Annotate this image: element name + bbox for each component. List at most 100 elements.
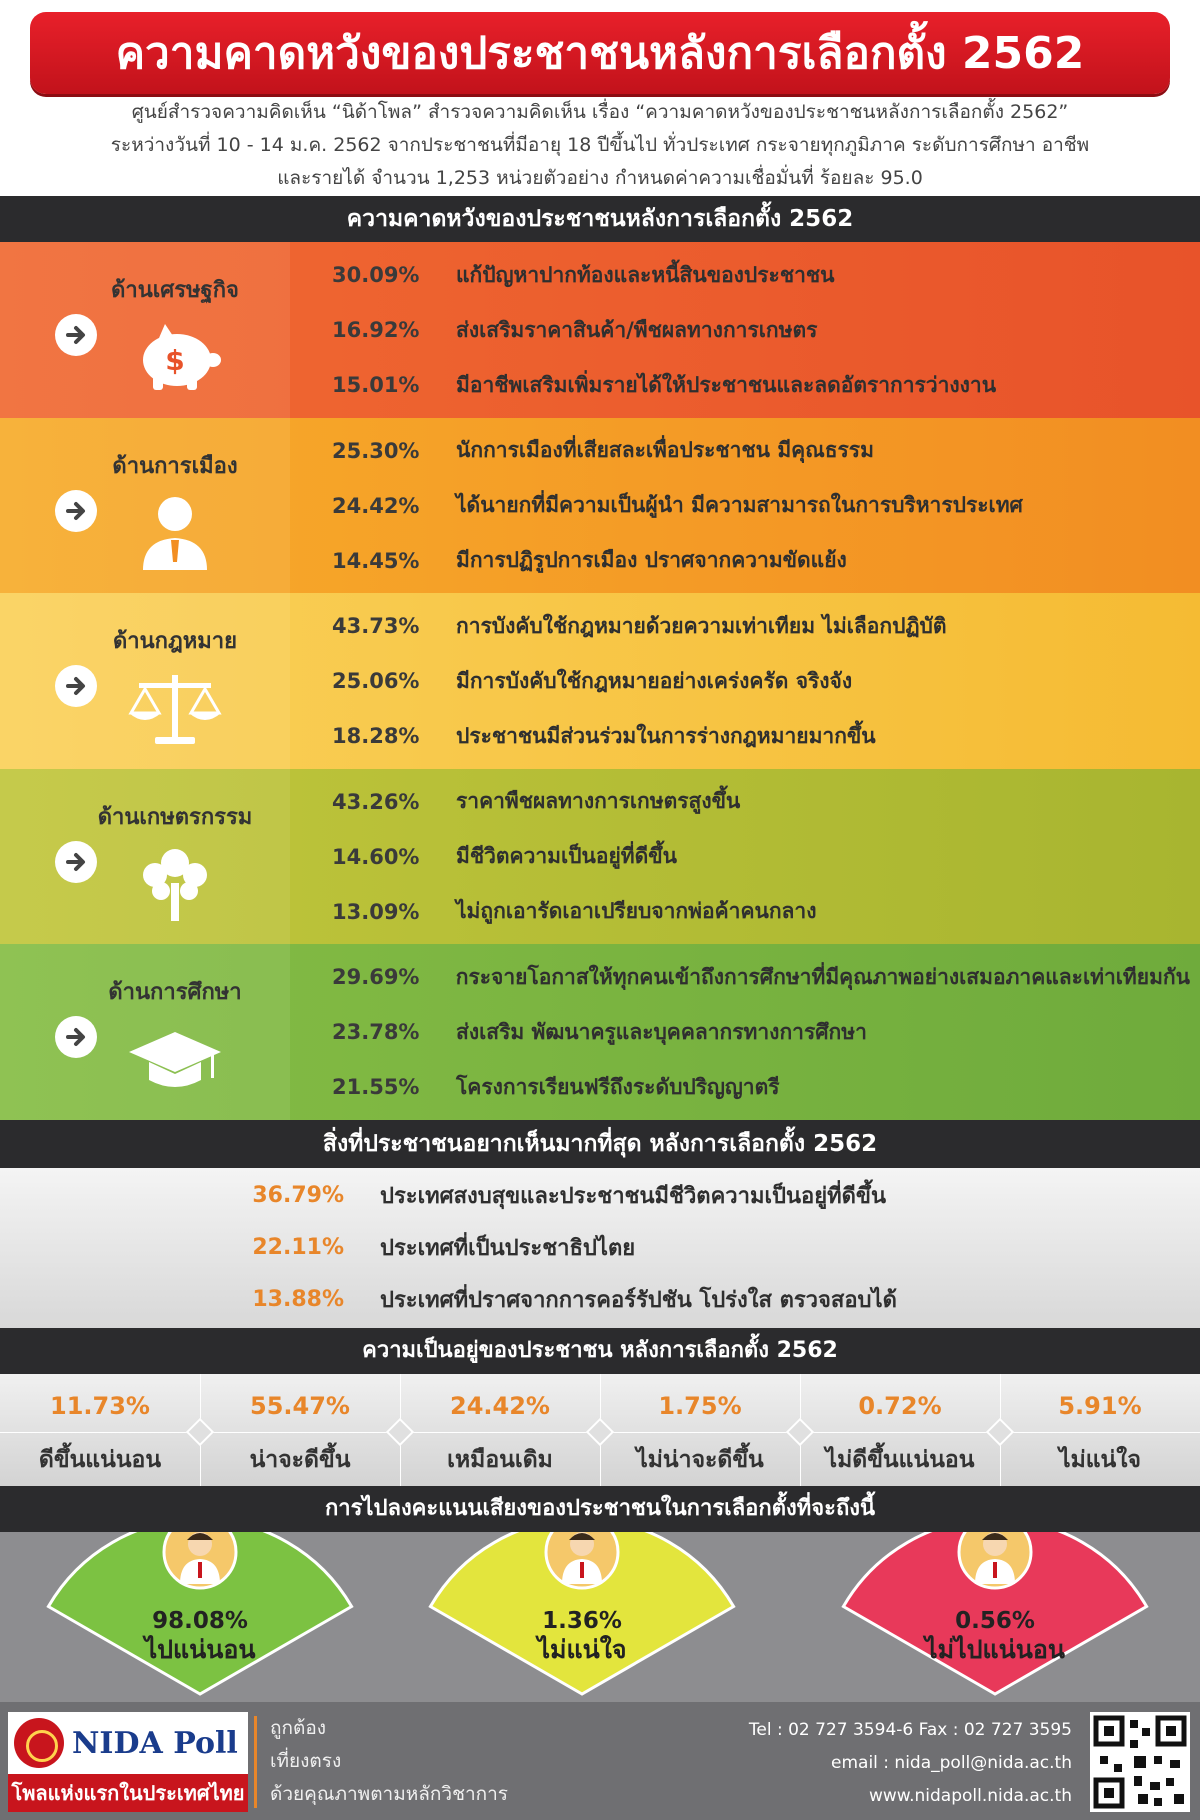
category-item-row: 43.26% ราคาพืชผลทางการเกษตรสูงขึ้น (290, 775, 1190, 829)
section-bar-voting: การไปลงคะแนนเสียงของประชาชนในการเลือกตั้… (0, 1486, 1200, 1532)
slogan-divider (254, 1716, 257, 1808)
wellbeing-label: ไม่น่าจะดีขึ้น (636, 1447, 764, 1473)
item-percent: 43.73% (332, 614, 420, 639)
person-hair (187, 1533, 213, 1540)
category-label: ด้านการศึกษา (108, 980, 242, 1006)
wellbeing-table: 11.73% ดีขึ้นแน่นอน 55.47% น่าจะดีขึ้น 24.42… (0, 1374, 1200, 1486)
category-band-education: ด้านการศึกษา 29.69% กระจายโอกาสให้ทุกคนเข้… (0, 944, 1200, 1121)
item-text: ไม่ถูกเอารัดเอาเปรียบจากพ่อค้าคนกลาง (456, 899, 817, 924)
item-percent: 25.06% (332, 669, 420, 694)
vote-wedge-unsure: 1.36%ไม่แน่ใจ (428, 1514, 736, 1696)
item-percent: 13.09% (332, 899, 420, 924)
item-text: มีอาชีพเสริมเพิ่มรายได้ให้ประชาชนและลดอั… (456, 372, 997, 397)
vote-wedge-no: 0.56%ไม่ไปแน่นอน (841, 1514, 1149, 1696)
vote-label: ไปแน่นอน (142, 1634, 256, 1664)
voting-chart: 98.08% ไปแน่นอน 1.36% ไม่แน่ใจ 0.56% ไม่ไปแน่… (0, 1514, 1200, 1702)
section-bar-most-wanted: สิ่งที่ประชาชนอยากเห็นมากที่สุด หลังการเ… (0, 1120, 1200, 1168)
person-hair (982, 1533, 1008, 1540)
qr-code-graphic (1093, 1715, 1187, 1809)
category-item-row: 23.78% ส่งเสริม พัฒนาครูและบุคคลากรทางการ… (290, 1005, 1190, 1059)
vote-label: ไม่ไปแน่นอน (922, 1634, 1065, 1664)
wellbeing-percent: 24.42% (450, 1392, 550, 1420)
wellbeing-label: ดีขึ้นแน่นอน (38, 1447, 162, 1473)
item-percent: 16.92% (332, 318, 420, 342)
category-label: ด้านกฎหมาย (112, 629, 238, 655)
category-band-agriculture: ด้านเกษตรกรรม 43.26% ราคาพืชผลทางการเกษตรส… (0, 768, 1200, 945)
wellbeing-percent: 1.75% (658, 1392, 742, 1420)
item-text: ได้นายกที่มีความเป็นผู้นำ มีความสามารถใน… (456, 493, 1023, 518)
graduation-cap-icon (125, 1018, 225, 1098)
vote-label: ไม่แน่ใจ (534, 1634, 626, 1664)
category-item-row: 18.28% ประชาชนมีส่วนร่วมในการร่างกฎหมายมา… (290, 709, 1190, 763)
contact-info: Tel : 02 727 3594-6 Fax : 02 727 3595 em… (749, 1714, 1072, 1813)
item-text: ส่งเสริมราคาสินค้า/พืชผลทางการเกษตร (456, 317, 818, 342)
arrow-right-icon (55, 314, 97, 356)
category-item-row: 29.69% กระจายโอกาสให้ทุกคนเข้าถึงการศึกษา… (290, 950, 1190, 1004)
item-percent: 24.42% (332, 493, 420, 518)
intro-line: และรายได้ จำนวน 1,253 หน่วยตัวอย่าง กำหน… (277, 167, 923, 189)
category-item-row: 30.09% แก้ปัญหาปากท้องและหนี้สินของประชาช… (290, 248, 1190, 302)
vote-percent: 1.36% (542, 1608, 622, 1634)
slogan-line: เที่ยงตรง (270, 1750, 342, 1772)
politician-icon (125, 492, 225, 572)
item-percent: 25.30% (332, 438, 420, 463)
wellbeing-cell: 1.75% ไม่น่าจะดีขึ้น (600, 1374, 800, 1486)
category-header (0, 768, 290, 945)
section-bar-expectations: ความคาดหวังของประชาชนหลังการเลือกตั้ง 25… (0, 196, 1200, 242)
person-hair (569, 1533, 595, 1540)
wanted-text: ประเทศสงบสุขและประชาชนมีชีวิตความเป็นอยู… (380, 1183, 887, 1209)
qr-code-icon[interactable] (1090, 1712, 1190, 1812)
vote-percent: 0.56% (955, 1608, 1035, 1634)
person-tie (198, 1562, 202, 1578)
contact-email[interactable]: email : nida_poll@nida.ac.th (831, 1753, 1072, 1773)
wellbeing-percent: 0.72% (858, 1392, 942, 1420)
svg-text:$: $ (165, 344, 184, 377)
contact-website[interactable]: www.nidapoll.nida.ac.th (868, 1786, 1072, 1806)
category-band-politics: ด้านการเมือง 25.30% นักการเมืองที่เสียสละเ… (0, 417, 1200, 594)
nida-poll-logo: NIDA Poll โพลแห่งแรกในประเทศไทย (8, 1712, 248, 1812)
slogan-line: ถูกต้อง (270, 1717, 327, 1739)
item-text: มีการบังคับใช้กฎหมายอย่างเคร่งครัด จริงจ… (456, 668, 853, 693)
category-header (0, 593, 290, 770)
category-item-row: 16.92% ส่งเสริมราคาสินค้า/พืชผลทางการเกษต… (290, 303, 1190, 357)
arrow-right-icon (55, 489, 97, 532)
vote-wedge-sure: 98.08%ไปแน่นอน (46, 1514, 354, 1696)
wanted-row: 36.79% ประเทศสงบสุขและประชาชนมีชีวิตความเ… (0, 1170, 1200, 1220)
item-text: การบังคับใช้กฎหมายด้วยความเท่าเทียม ไม่เ… (456, 613, 947, 638)
piggy-bank-icon: $ (125, 316, 225, 396)
slogan: ถูกต้อง เที่ยงตรง ด้วยคุณภาพตามหลักวิชาก… (270, 1712, 508, 1811)
title-banner: ความคาดหวังของประชาชนหลังการเลือกตั้ง 25… (30, 12, 1170, 94)
tree-icon (125, 843, 225, 923)
category-item-row: 14.45% มีการปฏิรูปการเมือง ปราศจากความขัด… (290, 534, 1190, 588)
category-label: ด้านการเมือง (112, 453, 238, 479)
wellbeing-cell: 0.72% ไม่ดีขึ้นแน่นอน (800, 1374, 1000, 1486)
category-item-row: 25.30% นักการเมืองที่เสียสละเพื่อประชาชน … (290, 424, 1190, 478)
wanted-percent: 36.79% (252, 1182, 344, 1208)
item-text: กระจายโอกาสให้ทุกคนเข้าถึงการศึกษาที่มีค… (455, 964, 1190, 989)
category-header (0, 242, 290, 419)
page-title: ความคาดหวังของประชาชนหลังการเลือกตั้ง 25… (115, 28, 1085, 79)
wellbeing-label: น่าจะดีขึ้น (249, 1447, 351, 1473)
item-percent: 15.01% (332, 373, 420, 397)
slogan-line: ด้วยคุณภาพตามหลักวิชาการ (270, 1783, 509, 1805)
item-percent: 18.28% (332, 724, 420, 749)
category-label: ด้านเศรษฐกิจ (111, 278, 239, 303)
item-percent: 21.55% (332, 1075, 420, 1100)
category-label: ด้านเกษตรกรรม (97, 804, 253, 830)
item-text: แก้ปัญหาปากท้องและหนี้สินของประชาชน (456, 262, 835, 287)
most-wanted-table: 36.79% ประเทศสงบสุขและประชาชนมีชีวิตความเ… (0, 1168, 1200, 1328)
category-band-economy: ด้านเศรษฐกิจ $30.09% แก้ปัญหาปากท้องและหนี… (0, 242, 1200, 419)
wellbeing-cell: 11.73% ดีขึ้นแน่นอน (0, 1374, 200, 1486)
arrow-right-icon (55, 1016, 97, 1059)
item-text: ราคาพืชผลทางการเกษตรสูงขึ้น (456, 789, 741, 814)
wellbeing-percent: 55.47% (250, 1392, 350, 1420)
category-item-row: 24.42% ได้นายกที่มีความเป็นผู้นำ มีความสา… (290, 479, 1190, 533)
intro-text: ศูนย์สำรวจความคิดเห็น “นิด้าโพล” สำรวจคว… (40, 96, 1160, 195)
contact-phone: Tel : 02 727 3594-6 Fax : 02 727 3595 (748, 1720, 1072, 1740)
item-percent: 14.45% (332, 548, 420, 573)
category-item-row: 15.01% มีอาชีพเสริมเพิ่มรายได้ให้ประชาชนแ… (290, 358, 1190, 412)
vote-percent: 98.08% (152, 1608, 248, 1634)
scales-icon (125, 667, 225, 747)
item-percent: 29.69% (332, 965, 420, 990)
item-text: ประชาชนมีส่วนร่วมในการร่างกฎหมายมากขึ้น (456, 723, 876, 748)
